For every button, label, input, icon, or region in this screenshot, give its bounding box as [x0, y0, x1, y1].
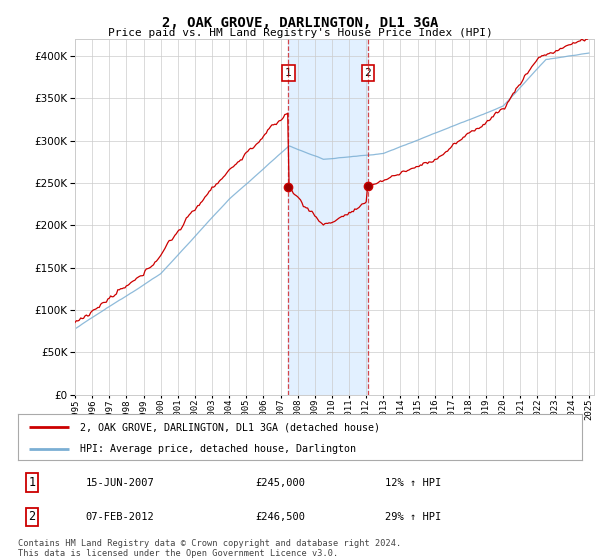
Text: 07-FEB-2012: 07-FEB-2012	[86, 512, 154, 522]
Text: 1: 1	[29, 476, 35, 489]
Text: 1: 1	[285, 68, 292, 78]
Text: 12% ↑ HPI: 12% ↑ HPI	[385, 478, 441, 488]
Text: £246,500: £246,500	[255, 512, 305, 522]
Text: 2: 2	[364, 68, 371, 78]
Text: Contains HM Land Registry data © Crown copyright and database right 2024.
This d: Contains HM Land Registry data © Crown c…	[18, 539, 401, 558]
Text: 15-JUN-2007: 15-JUN-2007	[86, 478, 154, 488]
Text: HPI: Average price, detached house, Darlington: HPI: Average price, detached house, Darl…	[80, 444, 356, 454]
Text: 2, OAK GROVE, DARLINGTON, DL1 3GA: 2, OAK GROVE, DARLINGTON, DL1 3GA	[162, 16, 438, 30]
Text: 2, OAK GROVE, DARLINGTON, DL1 3GA (detached house): 2, OAK GROVE, DARLINGTON, DL1 3GA (detac…	[80, 422, 380, 432]
Bar	[289, 39, 368, 395]
Text: £245,000: £245,000	[255, 478, 305, 488]
Text: 2: 2	[29, 510, 35, 523]
Text: 29% ↑ HPI: 29% ↑ HPI	[385, 512, 441, 522]
Text: Price paid vs. HM Land Registry's House Price Index (HPI): Price paid vs. HM Land Registry's House …	[107, 28, 493, 38]
